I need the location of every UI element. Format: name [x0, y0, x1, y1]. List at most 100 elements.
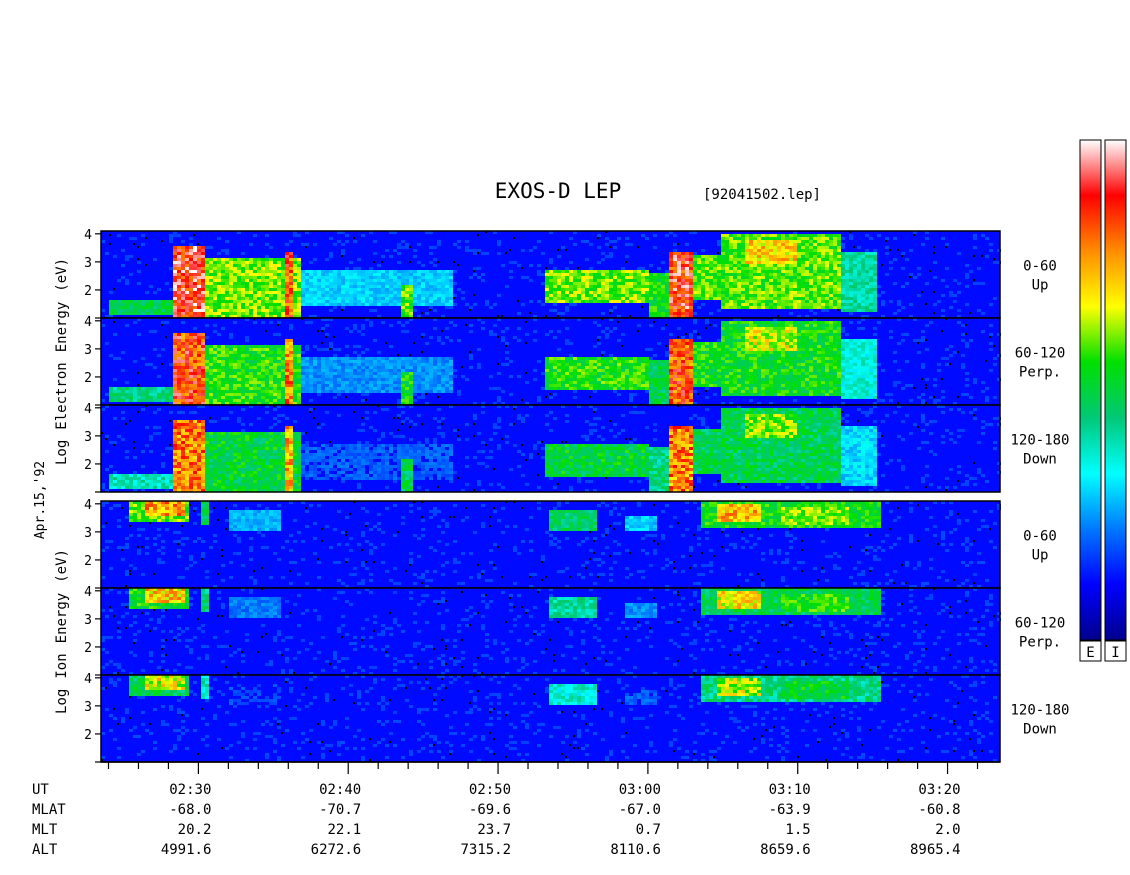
flux-cell: [649, 309, 653, 312]
flux-cell: [621, 333, 625, 336]
flux-cell: [749, 297, 753, 300]
flux-cell: [141, 309, 145, 312]
flux-cell: [789, 243, 793, 246]
flux-cell: [293, 282, 297, 285]
flux-cell: [197, 252, 201, 255]
flux-cell: [245, 384, 249, 387]
flux-cell: [689, 276, 693, 279]
flux-cell: [385, 369, 389, 372]
flux-cell: [257, 396, 261, 399]
flux-cell: [281, 396, 285, 399]
noise-dot: [429, 309, 431, 311]
flux-cell: [733, 285, 737, 288]
flux-cell: [677, 294, 681, 297]
flux-cell: [573, 297, 577, 300]
flux-cell: [381, 372, 385, 375]
flux-cell: [677, 264, 681, 267]
noise-dot: [545, 315, 547, 317]
flux-cell: [349, 375, 353, 378]
flux-cell: [161, 399, 165, 402]
flux-cell: [581, 294, 585, 297]
flux-cell: [265, 276, 269, 279]
flux-cell: [585, 276, 589, 279]
flux-cell: [293, 270, 297, 273]
flux-cell: [597, 378, 601, 381]
flux-cell: [725, 252, 729, 255]
flux-cell: [165, 399, 169, 402]
flux-cell: [689, 258, 693, 261]
noise-dot: [469, 351, 471, 353]
flux-cell: [373, 273, 377, 276]
flux-cell: [717, 282, 721, 285]
flux-cell: [293, 372, 297, 375]
flux-cell: [185, 303, 189, 306]
flux-cell: [325, 369, 329, 372]
flux-cell: [593, 279, 597, 282]
flux-cell: [701, 264, 705, 267]
flux-cell: [297, 273, 301, 276]
flux-cell: [257, 258, 261, 261]
flux-cell: [869, 267, 873, 270]
flux-cell: [677, 309, 681, 312]
flux-cell: [885, 252, 889, 255]
flux-cell: [365, 366, 369, 369]
flux-cell: [393, 294, 397, 297]
flux-cell: [801, 261, 805, 264]
flux-cell: [625, 282, 629, 285]
flux-cell: [401, 357, 405, 360]
flux-cell: [829, 234, 833, 237]
noise-dot: [353, 237, 355, 239]
flux-cell: [241, 366, 245, 369]
flux-cell: [229, 312, 233, 315]
flux-cell: [341, 285, 345, 288]
flux-cell: [577, 273, 581, 276]
flux-cell: [217, 366, 221, 369]
flux-cell: [277, 378, 281, 381]
flux-cell: [197, 387, 201, 390]
flux-cell: [165, 309, 169, 312]
flux-cell: [289, 252, 293, 255]
flux-cell: [261, 321, 265, 324]
noise-dot: [853, 246, 855, 248]
flux-cell: [173, 255, 177, 258]
flux-cell: [293, 345, 297, 348]
flux-cell: [749, 270, 753, 273]
flux-cell: [785, 279, 789, 282]
flux-cell: [717, 294, 721, 297]
flux-cell: [753, 258, 757, 261]
flux-cell: [717, 270, 721, 273]
flux-cell: [169, 309, 173, 312]
flux-cell: [113, 255, 117, 258]
flux-cell: [357, 390, 361, 393]
flux-cell: [793, 240, 797, 243]
flux-cell: [217, 282, 221, 285]
flux-cell: [205, 387, 209, 390]
flux-cell: [273, 381, 277, 384]
flux-cell: [565, 267, 569, 270]
flux-cell: [589, 243, 593, 246]
flux-cell: [317, 393, 321, 396]
flux-cell: [425, 282, 429, 285]
flux-cell: [689, 309, 693, 312]
flux-cell: [825, 273, 829, 276]
noise-dot: [441, 330, 443, 332]
flux-cell: [365, 270, 369, 273]
flux-cell: [985, 237, 989, 240]
flux-cell: [829, 246, 833, 249]
flux-cell: [801, 252, 805, 255]
flux-cell: [633, 273, 637, 276]
flux-cell: [657, 297, 661, 300]
flux-cell: [445, 336, 449, 339]
flux-cell: [357, 372, 361, 375]
flux-cell: [785, 267, 789, 270]
flux-cell: [601, 363, 605, 366]
flux-cell: [433, 369, 437, 372]
flux-cell: [657, 309, 661, 312]
flux-cell: [293, 297, 297, 300]
flux-cell: [173, 234, 177, 237]
flux-cell: [205, 315, 209, 318]
flux-cell: [865, 297, 869, 300]
flux-cell: [425, 369, 429, 372]
flux-cell: [321, 285, 325, 288]
flux-cell: [273, 315, 277, 318]
